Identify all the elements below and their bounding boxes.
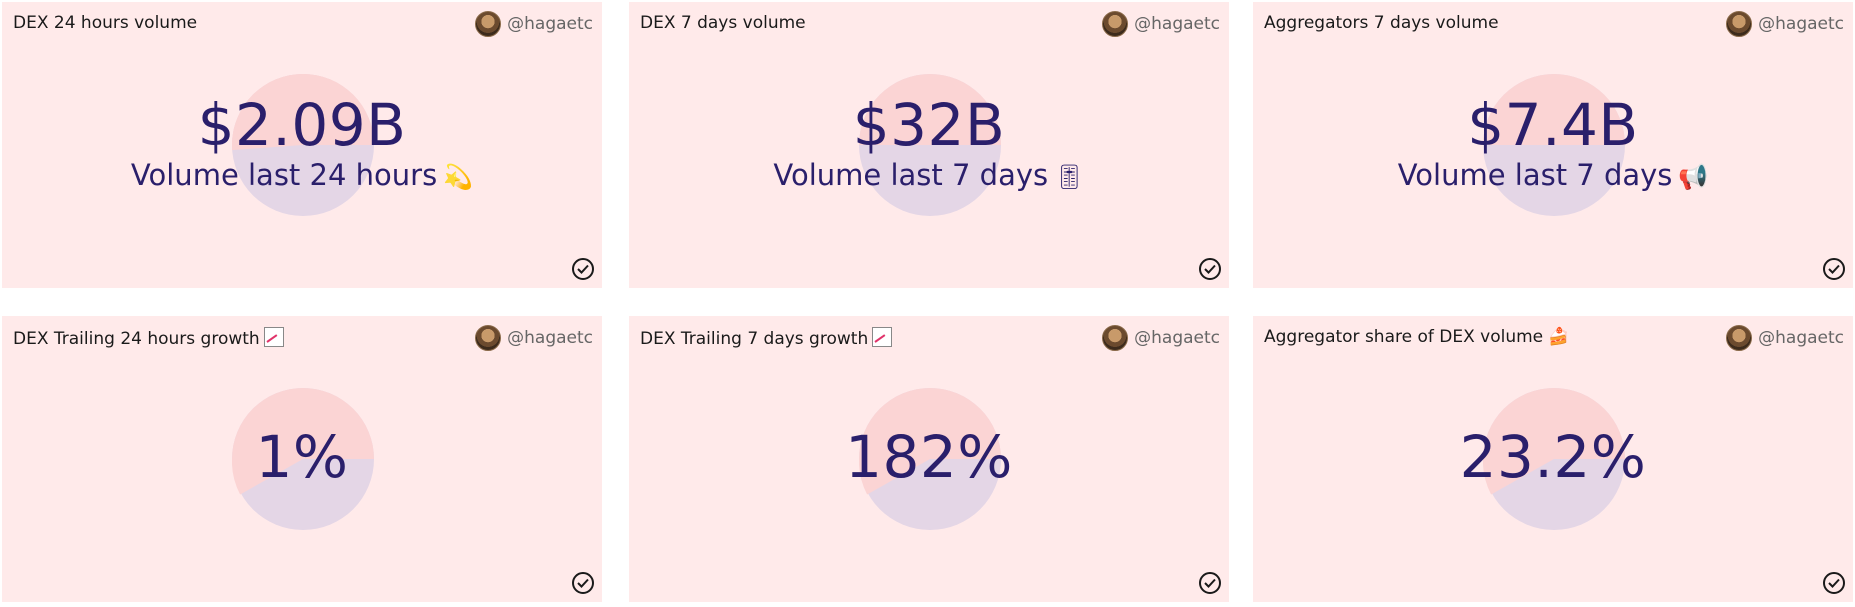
card-dex-7d-volume[interactable]: DEX 7 days volume @hagaetc $32B Volume l…: [629, 2, 1229, 288]
author-name: @hagaetc: [1758, 14, 1844, 34]
chart-increasing-icon: [263, 327, 284, 347]
card-title: DEX 24 hours volume: [13, 13, 198, 33]
card-dex-24h-growth[interactable]: DEX Trailing 24 hours growth @hagaetc 1%: [2, 316, 602, 602]
card-title: Aggregators 7 days volume: [1264, 13, 1499, 33]
background-disc: [232, 74, 374, 216]
card-title: DEX Trailing 24 hours growth: [13, 327, 284, 349]
check-circle-icon[interactable]: [1823, 258, 1845, 280]
slider-icon: 🎚: [1054, 163, 1085, 191]
author-badge[interactable]: @hagaetc: [1726, 325, 1844, 351]
background-disc: [232, 388, 374, 530]
metric-value: $2.09B: [197, 91, 407, 159]
metric-subtitle: Volume last 7 days 📢: [1253, 158, 1853, 194]
card-title: Aggregator share of DEX volume 🍰: [1264, 327, 1569, 347]
card-title: DEX 7 days volume: [640, 13, 806, 33]
avatar: [1102, 11, 1129, 37]
author-badge[interactable]: @hagaetc: [1102, 11, 1220, 37]
metric-subtitle: Volume last 24 hours 💫: [2, 158, 602, 194]
card-title-text: DEX Trailing 24 hours growth: [13, 329, 260, 349]
avatar: [1726, 11, 1753, 37]
avatar: [1726, 325, 1753, 351]
chart-increasing-icon: [872, 327, 893, 347]
background-disc: [1483, 388, 1625, 530]
author-badge[interactable]: @hagaetc: [475, 325, 593, 351]
author-badge[interactable]: @hagaetc: [475, 11, 593, 37]
background-disc: [859, 388, 1001, 530]
check-circle-icon[interactable]: [1199, 258, 1221, 280]
card-title: DEX Trailing 7 days growth: [640, 327, 893, 349]
metric-value: 182%: [845, 423, 1013, 491]
metric-value: $32B: [852, 91, 1006, 159]
author-name: @hagaetc: [507, 14, 593, 34]
dizzy-icon: 💫: [443, 163, 474, 191]
card-dex-24h-volume[interactable]: DEX 24 hours volume @hagaetc $2.09B Volu…: [2, 2, 602, 288]
check-circle-icon[interactable]: [1199, 572, 1221, 594]
card-title-text: DEX Trailing 7 days growth: [640, 329, 869, 349]
cake-icon: 🍰: [1548, 327, 1570, 347]
author-badge[interactable]: @hagaetc: [1726, 11, 1844, 37]
author-badge[interactable]: @hagaetc: [1102, 325, 1220, 351]
card-aggregators-7d-volume[interactable]: Aggregators 7 days volume @hagaetc $7.4B…: [1253, 2, 1853, 288]
author-name: @hagaetc: [1134, 328, 1220, 348]
metric-value: 1%: [255, 423, 349, 491]
card-title-text: Aggregator share of DEX volume: [1264, 327, 1544, 347]
megaphone-icon: 📢: [1678, 163, 1709, 191]
avatar: [475, 325, 502, 351]
author-name: @hagaetc: [1134, 14, 1220, 34]
metric-value: 23.2%: [1459, 423, 1647, 491]
background-disc: [859, 74, 1001, 216]
metric-value: $7.4B: [1467, 91, 1639, 159]
subtitle-text: Volume last 24 hours: [130, 158, 438, 192]
metric-subtitle: Volume last 7 days 🎚: [629, 158, 1229, 194]
card-dex-7d-growth[interactable]: DEX Trailing 7 days growth @hagaetc 182%: [629, 316, 1229, 602]
card-aggregator-share[interactable]: Aggregator share of DEX volume 🍰 @hagaetc…: [1253, 316, 1853, 602]
check-circle-icon[interactable]: [572, 258, 594, 280]
avatar: [1102, 325, 1129, 351]
avatar: [475, 11, 502, 37]
check-circle-icon[interactable]: [1823, 572, 1845, 594]
author-name: @hagaetc: [1758, 328, 1844, 348]
author-name: @hagaetc: [507, 328, 593, 348]
subtitle-text: Volume last 7 days: [1397, 158, 1673, 192]
background-disc: [1483, 74, 1625, 216]
check-circle-icon[interactable]: [572, 572, 594, 594]
subtitle-text: Volume last 7 days: [773, 158, 1049, 192]
